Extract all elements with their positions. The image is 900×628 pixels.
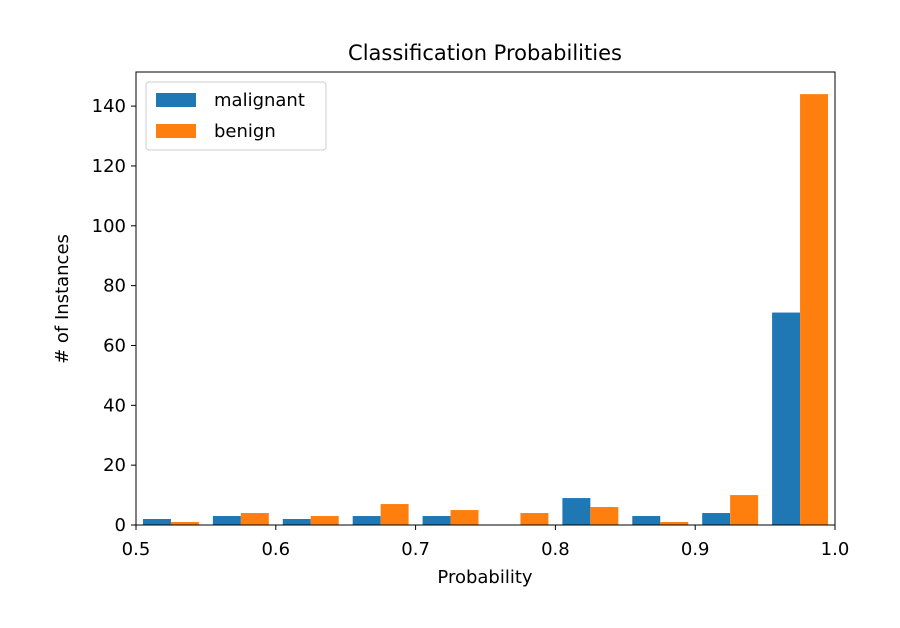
y-tick-label: 60 (103, 335, 126, 356)
x-tick-label: 0.6 (261, 539, 290, 560)
bar (800, 94, 829, 525)
bar (450, 510, 479, 525)
bar (170, 522, 199, 525)
plot-frame (135, 71, 836, 526)
bar (380, 504, 409, 525)
y-tick-label: 120 (92, 156, 126, 177)
x-tick-label: 0.7 (401, 539, 430, 560)
bar (352, 516, 381, 525)
bar (632, 516, 661, 525)
bar (562, 498, 591, 525)
bar (422, 516, 451, 525)
y-tick-label: 80 (103, 276, 126, 297)
bar (772, 312, 801, 525)
x-tick-label: 1.0 (821, 539, 850, 560)
bar (212, 516, 241, 525)
bar (730, 495, 759, 525)
legend-label: benign (214, 121, 276, 142)
y-tick-label: 20 (103, 455, 126, 476)
y-tick-label: 0 (115, 515, 126, 536)
y-tick-label: 40 (103, 395, 126, 416)
bar (310, 516, 339, 525)
chart-title: Classification Probabilities (348, 41, 622, 65)
bar (660, 522, 689, 525)
legend-swatch (156, 93, 196, 107)
bar (240, 513, 269, 525)
x-tick-label: 0.8 (541, 539, 570, 560)
x-axis-label: Probability (437, 567, 532, 588)
bar (142, 519, 171, 525)
legend-swatch (156, 124, 196, 138)
bar (282, 519, 311, 525)
bar (590, 507, 619, 525)
x-tick-label: 0.5 (122, 539, 151, 560)
y-tick-label: 100 (92, 216, 126, 237)
bar (520, 513, 549, 525)
bar (702, 513, 731, 525)
legend-label: malignant (214, 90, 305, 111)
y-axis-label: # of Instances (52, 234, 73, 364)
y-tick-label: 140 (92, 96, 126, 117)
x-tick-label: 0.9 (681, 539, 710, 560)
